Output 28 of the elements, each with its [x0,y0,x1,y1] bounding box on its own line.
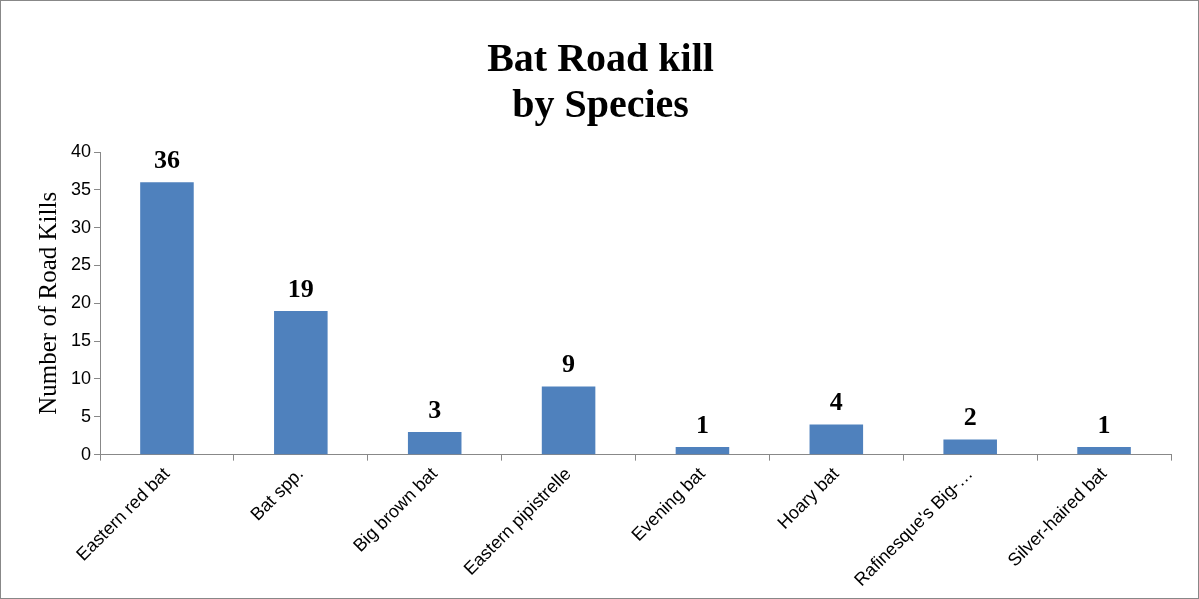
bar [140,182,194,455]
data-label: 36 [153,144,180,174]
bar [675,447,730,455]
data-label: 2 [963,402,977,432]
bar [274,310,328,455]
data-label: 1 [1097,409,1111,439]
y-tick-label: 0 [81,443,92,464]
bar [407,431,462,455]
y-tick-label: 15 [70,330,92,351]
bar [1077,447,1131,455]
chart-title: Bat Road kill by Species [487,35,714,127]
y-tick-label: 20 [70,292,92,313]
y-tick-label: 25 [70,254,92,275]
data-label: 1 [695,409,709,439]
x-tick-label: Bat spp. [246,463,308,525]
y-tick-label: 30 [70,216,92,237]
y-tick-label: 10 [70,367,92,388]
y-tick-label: 5 [81,405,92,426]
bar [809,424,864,455]
bar [943,439,997,455]
data-label: 4 [829,387,843,417]
bar [541,386,596,455]
data-label: 3 [428,394,442,424]
y-tick-label: 40 [70,140,92,161]
data-label: 9 [562,349,576,379]
y-tick-label: 35 [70,178,92,199]
data-label: 19 [287,273,314,303]
y-axis-title: Number of Road Kills [33,191,61,415]
